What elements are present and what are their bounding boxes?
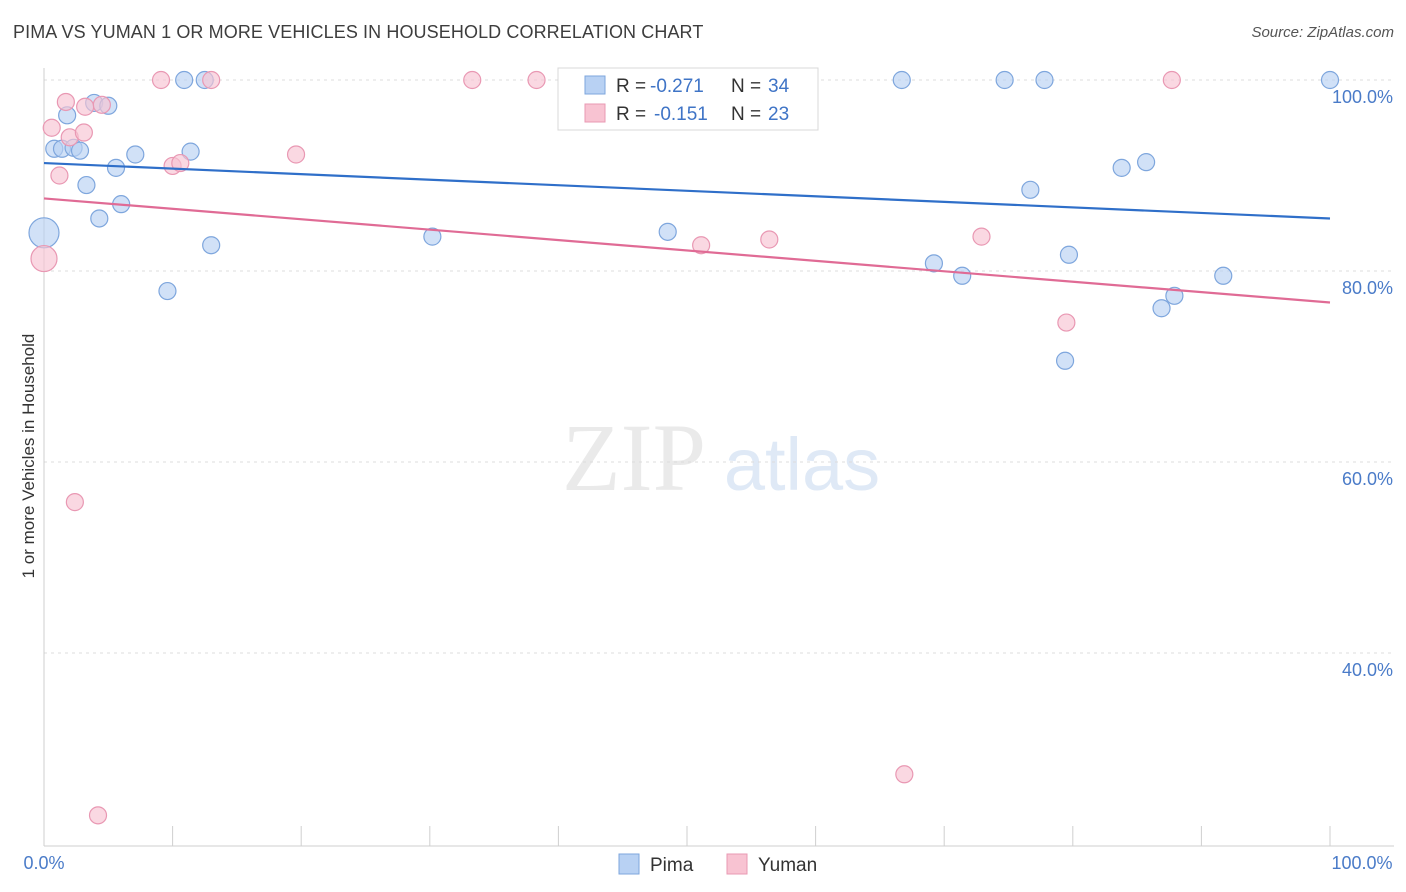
pima-point-18: [423, 227, 442, 246]
pima-point-31: [1165, 286, 1184, 305]
pima-point-21: [924, 254, 944, 273]
x-ticks: [43, 826, 1331, 846]
pima-point-27: [1059, 245, 1079, 264]
legend-yuman-swatch: [584, 103, 606, 123]
yuman-point-9: [92, 95, 111, 114]
pima-point-12: [126, 145, 145, 164]
yuman-point-6: [74, 123, 93, 142]
y-tick-label-40: 40.0%: [1342, 660, 1393, 680]
pima-point-5: [70, 141, 90, 160]
yuman-point-8: [88, 806, 108, 825]
series-legend-pima-label: Pima: [650, 855, 694, 876]
pima-point-10: [106, 158, 126, 177]
legend-row-yuman: R = -0.151 N = 23: [616, 104, 789, 125]
yuman-point-7: [76, 97, 95, 116]
yuman-point-12: [171, 153, 190, 173]
yuman-point-19: [895, 765, 914, 784]
x-tick-label-min: 0.0%: [23, 853, 64, 873]
pima-point-32: [1214, 266, 1233, 285]
yuman-point-0: [30, 244, 58, 273]
pima-point-20: [892, 70, 911, 90]
pima-point-0: [28, 217, 60, 249]
pima-point-33: [1320, 70, 1340, 90]
series-legend-yuman-swatch: [726, 853, 748, 875]
pima-point-23: [995, 70, 1014, 90]
y-tick-label-100: 100.0%: [1332, 87, 1393, 107]
pima-point-29: [1137, 153, 1156, 172]
yuman-point-14: [286, 145, 306, 164]
pima-point-30: [1152, 299, 1171, 318]
source-label: Source: ZipAtlas.com: [1251, 24, 1394, 41]
pima-point-17: [202, 236, 221, 255]
y-tick-label-60: 60.0%: [1342, 469, 1393, 489]
watermark-zip: ZIP: [562, 404, 706, 511]
pima-point-14: [175, 70, 194, 90]
y-tick-labels: 40.0% 60.0% 80.0% 100.0%: [1332, 87, 1393, 680]
y-tick-label-80: 80.0%: [1342, 278, 1393, 298]
watermark-atlas: atlas: [724, 423, 880, 506]
pima-point-8: [90, 209, 109, 228]
pima-trend-line: [43, 161, 1331, 220]
pima-point-22: [953, 266, 972, 285]
trend-lines: [43, 161, 1331, 304]
yuman-point-16: [527, 70, 546, 90]
yuman-point-13: [202, 70, 221, 90]
gridlines: [44, 79, 1394, 654]
scatter-points: [28, 70, 1340, 825]
yuman-point-18: [760, 230, 779, 249]
pima-point-26: [1055, 351, 1075, 370]
legend-pima-swatch: [584, 75, 606, 95]
pima-point-24: [1021, 180, 1040, 199]
pima-point-6: [77, 175, 96, 195]
series-legend: Pima Yuman: [618, 853, 817, 876]
yuman-point-15: [463, 70, 482, 90]
pima-point-13: [158, 281, 177, 301]
series-legend-yuman-label: Yuman: [758, 855, 817, 876]
yuman-point-20: [972, 227, 991, 246]
y-axis-title: 1 or more Vehicles in Household: [19, 334, 38, 579]
legend-row-pima: R = -0.271 N = 34: [616, 76, 790, 97]
series-legend-pima-swatch: [618, 853, 640, 875]
yuman-point-5: [65, 493, 84, 512]
stats-legend: R = -0.271 N = 34 R = -0.151 N = 23: [557, 67, 819, 131]
chart-title: PIMA VS YUMAN 1 OR MORE VEHICLES IN HOUS…: [13, 22, 704, 42]
yuman-point-17: [692, 236, 711, 255]
yuman-point-22: [1162, 70, 1181, 90]
axes: [43, 68, 1394, 847]
x-tick-label-max: 100.0%: [1331, 853, 1392, 873]
watermark: ZIP atlas: [562, 404, 880, 511]
yuman-trend-line: [43, 197, 1331, 304]
pima-point-15: [181, 142, 200, 161]
pima-point-25: [1035, 70, 1054, 90]
yuman-point-21: [1057, 313, 1076, 332]
yuman-point-3: [56, 92, 75, 112]
pima-point-28: [1112, 158, 1131, 177]
yuman-point-10: [151, 70, 171, 90]
yuman-point-2: [50, 166, 69, 185]
pima-point-19: [658, 222, 677, 241]
yuman-point-1: [42, 118, 61, 137]
